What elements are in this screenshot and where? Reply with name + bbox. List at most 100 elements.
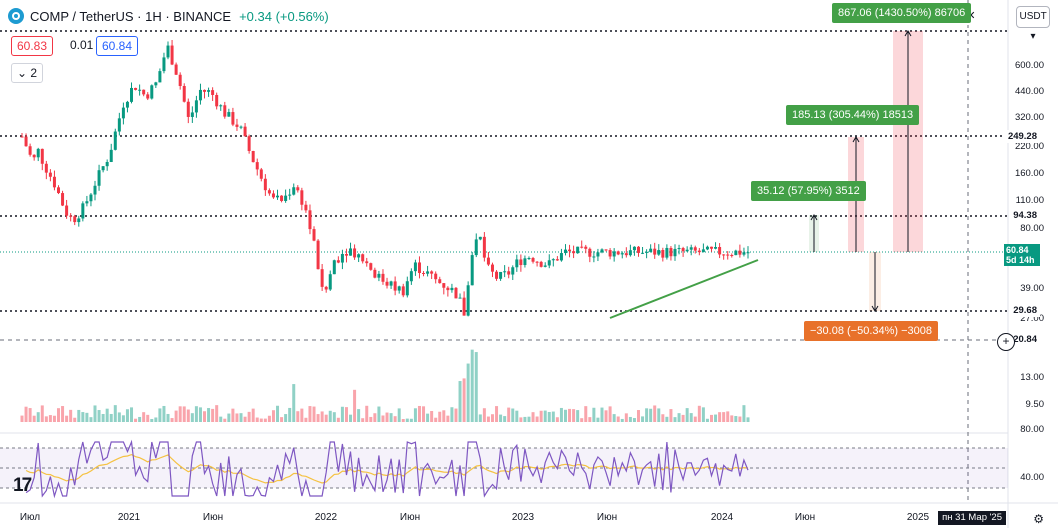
candle-body: [584, 246, 588, 249]
volume-bar: [93, 405, 97, 422]
volume-bar: [693, 416, 697, 422]
measure-label-4[interactable]: −30.08 (−50.34%) −3008: [804, 321, 939, 341]
volume-bar: [349, 414, 353, 422]
candle-body: [503, 271, 507, 273]
volume-bar: [673, 417, 677, 422]
candle-body: [608, 250, 612, 257]
candle-body: [304, 204, 308, 211]
volume-bar: [259, 418, 263, 422]
crosshair-time-label: пн 31 Мар '25: [938, 511, 1006, 525]
volume-bar: [466, 363, 470, 422]
candle-body: [32, 154, 36, 158]
candle-body: [572, 251, 576, 254]
candle-body: [405, 281, 409, 296]
candle-body: [413, 262, 417, 272]
symbol-header: COMP / TetherUS · 1H · BINANCE +0.34 (+0…: [8, 6, 329, 26]
currency-button[interactable]: USDT ▾: [1016, 6, 1050, 42]
candle-body: [296, 187, 300, 191]
candle-body: [292, 187, 296, 195]
volume-bar: [511, 408, 515, 422]
volume-bar: [507, 407, 511, 422]
candle-body: [36, 148, 40, 158]
candle-body: [182, 86, 186, 102]
time-tick: 2025: [906, 512, 930, 523]
volume-bar: [730, 415, 734, 422]
candle-body: [101, 166, 105, 171]
volume-bar: [312, 406, 316, 422]
candle-body: [97, 170, 101, 186]
volume-bar: [353, 389, 357, 422]
add-alert-plus-icon[interactable]: +: [997, 333, 1015, 351]
candle-body: [207, 90, 211, 92]
volume-bar: [170, 418, 174, 422]
candle-body: [685, 249, 689, 252]
candle-body: [231, 112, 235, 125]
buy-price-button[interactable]: 60.84: [96, 36, 139, 56]
candle-body: [365, 261, 369, 264]
volume-bar: [377, 406, 381, 422]
indicators-toggle[interactable]: ⌄ 2: [11, 63, 43, 83]
current-price-label: 60.84 5d 14h: [1004, 244, 1040, 266]
symbol-title[interactable]: COMP / TetherUS · 1H · BINANCE: [30, 8, 232, 24]
level-label: 94.38: [1010, 209, 1040, 222]
candle-body: [377, 273, 381, 278]
tradingview-logo[interactable]: 17: [13, 475, 32, 496]
volume-bar: [722, 412, 726, 422]
measure-label-3[interactable]: 867.06 (1430.50%) 86706: [832, 3, 972, 23]
volume-bar: [227, 413, 231, 422]
price-tick: 39.00: [1020, 283, 1044, 294]
rsi-tick: 80.00: [1020, 424, 1044, 435]
measure-label-2[interactable]: 185.13 (305.44%) 18513: [786, 105, 920, 125]
time-tick: Июн: [596, 512, 618, 523]
volume-bar: [568, 408, 572, 422]
candle-body: [409, 271, 413, 282]
volume-bars: [20, 349, 750, 422]
candle-body: [276, 195, 280, 198]
candle-body: [466, 285, 470, 316]
price-tick: 220.00: [1014, 141, 1044, 152]
volume-bar: [142, 412, 146, 422]
volume-bar: [718, 412, 722, 422]
volume-bar: [369, 416, 373, 422]
level-label: 249.28: [1004, 130, 1040, 143]
candle-body: [636, 246, 640, 253]
volume-bar: [547, 411, 551, 422]
candle-body: [81, 203, 85, 219]
volume-bar: [580, 418, 584, 422]
volume-bar: [109, 413, 113, 422]
volume-bar: [397, 408, 401, 422]
volume-bar: [263, 418, 267, 422]
candle-body: [215, 94, 219, 107]
rsi-pane: [0, 439, 1008, 499]
candle-body: [474, 239, 478, 256]
volume-bar: [215, 405, 219, 422]
candle-body: [243, 126, 247, 137]
volume-bar: [178, 406, 182, 422]
candle-body: [288, 194, 292, 196]
volume-bar: [478, 414, 482, 422]
candle-body: [194, 100, 198, 113]
candle-body: [401, 286, 405, 296]
volume-bar: [620, 418, 624, 422]
candle-body: [742, 252, 746, 255]
measure-label-1[interactable]: 35.12 (57.95%) 3512: [751, 181, 866, 201]
candle-body: [620, 253, 624, 255]
volume-bar: [154, 417, 158, 422]
volume-bar: [636, 410, 640, 422]
volume-bar: [539, 410, 543, 422]
sell-price-button[interactable]: 60.83: [11, 36, 54, 56]
arrow-head-icon: [810, 214, 818, 221]
candle-body: [722, 254, 726, 256]
gear-icon[interactable]: ⚙: [1033, 512, 1044, 526]
chevron-down-icon: ▾: [1030, 31, 1036, 42]
candle-body: [649, 248, 653, 252]
candle-body: [653, 248, 657, 255]
candle-body: [632, 246, 636, 251]
candle-body: [701, 249, 705, 253]
candle-body: [551, 259, 555, 261]
volume-bar: [714, 414, 718, 422]
candle-body: [734, 250, 738, 256]
candle-body: [385, 281, 389, 286]
coin-logo-icon: [8, 8, 24, 24]
